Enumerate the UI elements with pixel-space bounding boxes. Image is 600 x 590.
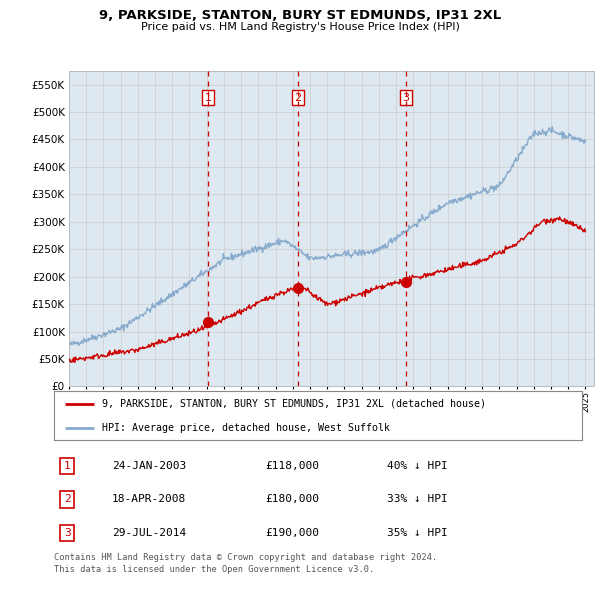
Text: 18-APR-2008: 18-APR-2008 bbox=[112, 494, 187, 504]
Text: £190,000: £190,000 bbox=[265, 528, 319, 538]
Text: 1: 1 bbox=[64, 461, 71, 471]
Text: 24-JAN-2003: 24-JAN-2003 bbox=[112, 461, 187, 471]
Text: 2: 2 bbox=[295, 93, 301, 103]
Text: HPI: Average price, detached house, West Suffolk: HPI: Average price, detached house, West… bbox=[101, 423, 389, 433]
Text: 3: 3 bbox=[403, 93, 409, 103]
Text: 3: 3 bbox=[64, 528, 71, 538]
Text: Price paid vs. HM Land Registry's House Price Index (HPI): Price paid vs. HM Land Registry's House … bbox=[140, 22, 460, 32]
Text: 35% ↓ HPI: 35% ↓ HPI bbox=[386, 528, 448, 538]
Text: Contains HM Land Registry data © Crown copyright and database right 2024.
This d: Contains HM Land Registry data © Crown c… bbox=[54, 553, 437, 574]
Text: 9, PARKSIDE, STANTON, BURY ST EDMUNDS, IP31 2XL: 9, PARKSIDE, STANTON, BURY ST EDMUNDS, I… bbox=[99, 9, 501, 22]
Text: £180,000: £180,000 bbox=[265, 494, 319, 504]
Text: 1: 1 bbox=[205, 93, 211, 103]
Text: 9, PARKSIDE, STANTON, BURY ST EDMUNDS, IP31 2XL (detached house): 9, PARKSIDE, STANTON, BURY ST EDMUNDS, I… bbox=[101, 399, 485, 409]
Text: 2: 2 bbox=[64, 494, 71, 504]
Text: 33% ↓ HPI: 33% ↓ HPI bbox=[386, 494, 448, 504]
Text: 29-JUL-2014: 29-JUL-2014 bbox=[112, 528, 187, 538]
Text: 40% ↓ HPI: 40% ↓ HPI bbox=[386, 461, 448, 471]
Text: £118,000: £118,000 bbox=[265, 461, 319, 471]
